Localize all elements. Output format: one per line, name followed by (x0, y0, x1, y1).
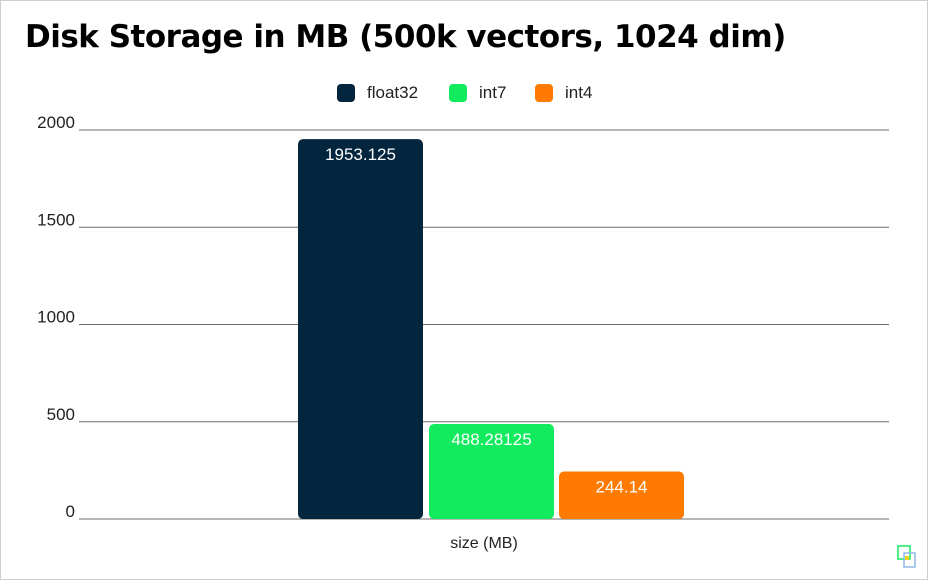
legend-item-int7[interactable]: int7 (449, 81, 506, 105)
legend-label-int7: int7 (479, 83, 507, 102)
bar-value-label-int7: 488.28125 (451, 430, 531, 449)
bar-value-label-int4: 244.14 (596, 478, 648, 497)
y-tick-label-500: 500 (47, 405, 75, 424)
x-axis-label: size (MB) (450, 535, 518, 552)
legend-swatch-int4 (535, 84, 553, 102)
legend-swatch-int7 (449, 84, 467, 102)
y-tick-label-1500: 1500 (37, 210, 75, 229)
chart-title: Disk Storage in MB (500k vectors, 1024 d… (25, 19, 786, 55)
legend-item-float32[interactable]: float32 (337, 81, 418, 105)
legend-label-int4: int4 (565, 83, 593, 102)
legend-label-float32: float32 (367, 83, 419, 102)
y-tick-label-2000: 2000 (37, 113, 75, 132)
bar-value-label-float32: 1953.125 (325, 145, 396, 164)
bar-int7 (429, 424, 554, 519)
bar-float32 (298, 139, 423, 519)
y-tick-label-0: 0 (66, 502, 75, 521)
legend-swatch-float32 (337, 84, 355, 102)
y-tick-label-1000: 1000 (37, 308, 75, 327)
legend-item-int4[interactable]: int4 (535, 81, 592, 105)
brand-logo-icon (897, 545, 916, 568)
legend: float32 int7 int4 (1, 81, 928, 105)
bar-int4 (559, 471, 684, 519)
